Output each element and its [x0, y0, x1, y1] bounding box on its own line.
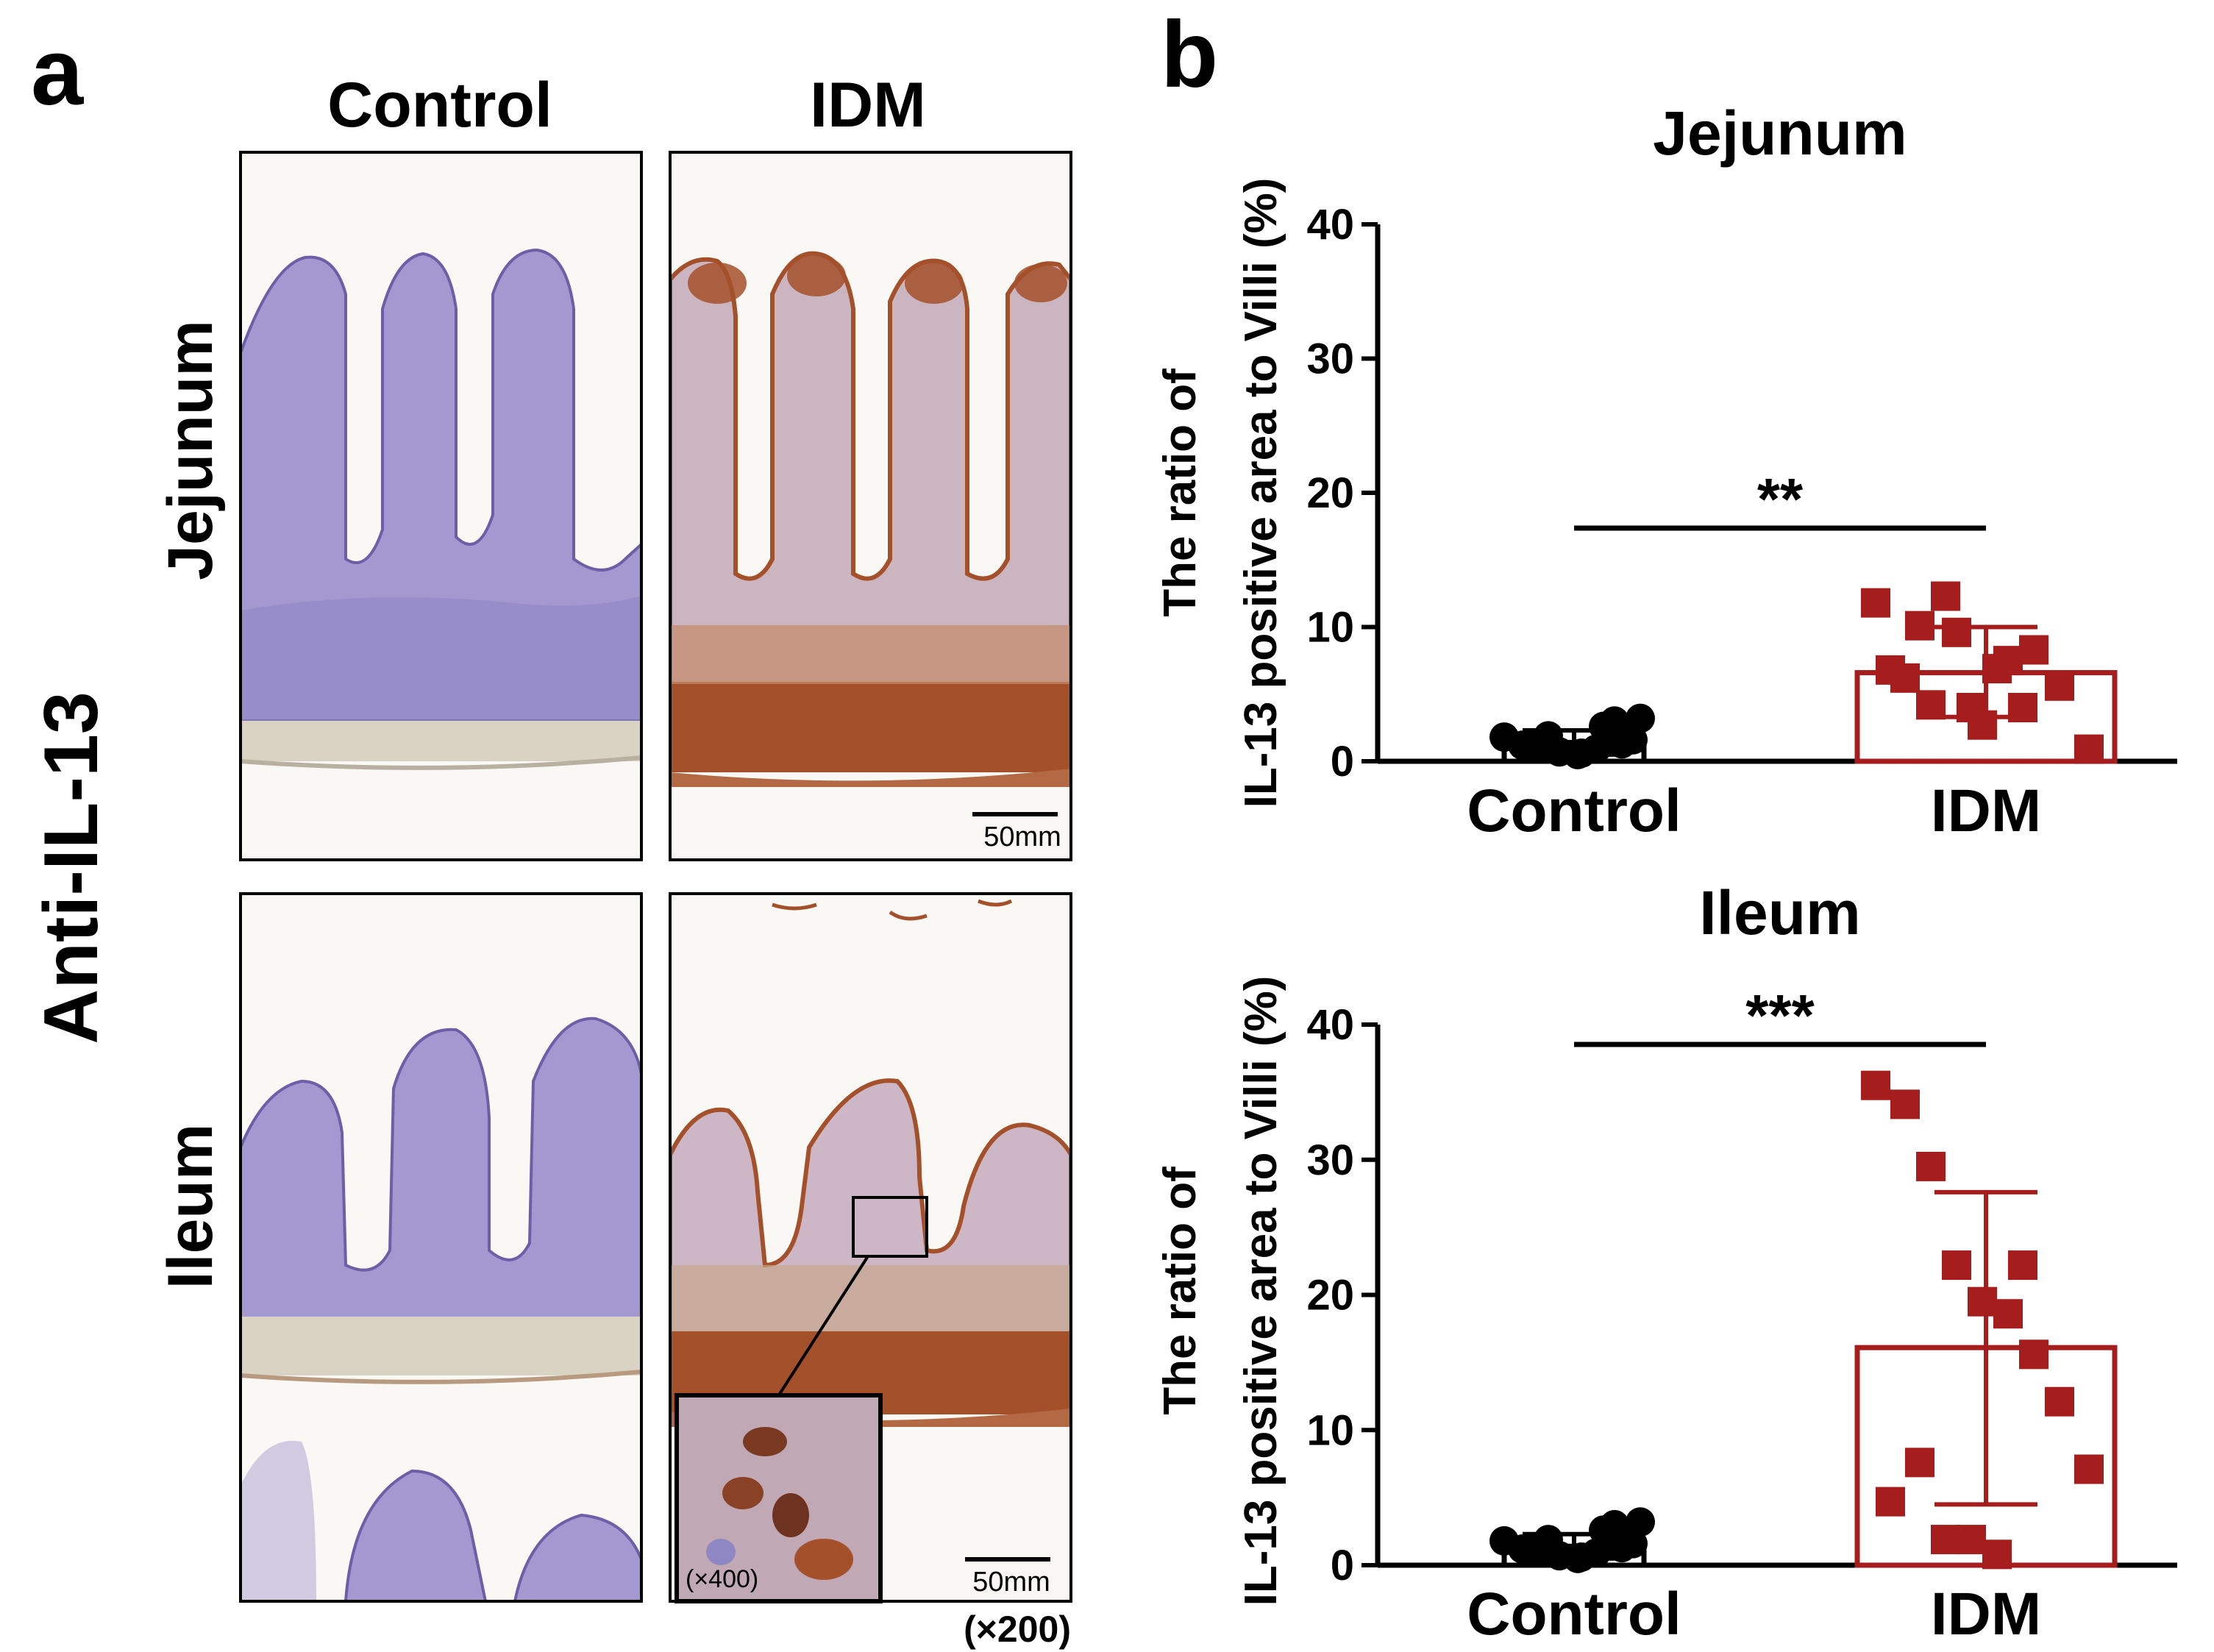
inset-micrograph — [677, 1395, 880, 1601]
col-header-idm: IDM — [810, 70, 926, 140]
data-point — [1890, 1089, 1920, 1119]
data-point — [1993, 1299, 2023, 1329]
data-point — [1876, 655, 1905, 685]
inset-magnification-label: (×400) — [686, 1565, 758, 1593]
data-point — [1942, 1250, 1971, 1281]
data-point — [1876, 1487, 1905, 1517]
data-point — [2074, 734, 2104, 764]
chart-title: Jejunum — [1653, 99, 1907, 168]
data-point — [1968, 1286, 1997, 1317]
y-axis-label: IL-13 positive area to Villi (%) — [1236, 178, 1286, 808]
micrograph-frame-tl — [239, 151, 643, 861]
chart-jejunum: Jejunum The ratio of IL-13 positive area t… — [1155, 99, 2177, 844]
inset-frame — [674, 1393, 883, 1603]
micrograph-frame-bl — [239, 892, 643, 1603]
data-point — [2008, 693, 2037, 722]
x-category-label: Control — [1467, 777, 1681, 844]
x-category-label: IDM — [1931, 1581, 2041, 1648]
y-tick-label: 40 — [1306, 1001, 1354, 1049]
micrograph-idm-jejunum — [670, 152, 1071, 860]
data-point — [1905, 610, 1934, 641]
data-point — [2019, 635, 2049, 665]
data-point — [1607, 1533, 1637, 1563]
y-tick-label: 10 — [1306, 1406, 1354, 1454]
villi-tissue — [241, 1017, 641, 1370]
data-point — [1534, 1525, 1563, 1555]
x-category-label: Control — [1467, 1581, 1681, 1648]
y-axis-label: IL-13 positive area to Villi (%) — [1236, 976, 1286, 1606]
data-point — [1942, 617, 1971, 647]
row-label-jejunum: Jejunum — [155, 320, 226, 580]
y-tick-label: 0 — [1331, 1542, 1354, 1589]
data-point — [2008, 1250, 2037, 1281]
data-point — [1626, 1507, 1655, 1537]
y-tick-label: 40 — [1306, 201, 1354, 249]
inset-pointer-line — [778, 1255, 869, 1395]
x-category-label: IDM — [1931, 777, 2041, 844]
data-point — [1982, 654, 2012, 684]
y-tick-label: 10 — [1306, 604, 1354, 652]
data-point — [1957, 693, 1986, 722]
micrograph-control-jejunum — [241, 152, 641, 860]
panel-b-letter: b — [1161, 2, 1218, 107]
panel-b: b Jejunum The ratio of IL-13 positive area… — [1155, 2, 2177, 1648]
data-point — [2045, 1386, 2074, 1417]
data-point — [1589, 711, 1618, 741]
data-point — [2019, 1339, 2049, 1370]
data-point — [1916, 1151, 1946, 1181]
data-point — [1589, 1515, 1618, 1545]
data-point — [1916, 690, 1946, 720]
data-point — [2045, 671, 2074, 701]
side-label-anti-il13: Anti-IL-13 — [29, 691, 114, 1044]
y-tick-label: 20 — [1306, 469, 1354, 517]
villi-tissue — [670, 251, 1071, 686]
data-point — [1567, 1542, 1596, 1572]
row-label-ileum: Ileum — [155, 1124, 226, 1289]
micrograph-control-ileum — [241, 894, 641, 1601]
inset-source-box — [852, 1196, 928, 1258]
micrograph-frame-tr — [669, 151, 1072, 861]
y-axis-label: The ratio of — [1155, 369, 1206, 617]
panel-a: a Control IDM Anti-IL-13 Jejunum Ileum — [29, 20, 1072, 1650]
chart-title: Ileum — [1699, 878, 1860, 947]
significance-label: ** — [1757, 466, 1804, 532]
data-point — [1607, 729, 1637, 759]
col-header-control: Control — [327, 70, 552, 140]
data-point — [1931, 581, 1960, 611]
scale-bar-label-top: 50mm — [983, 822, 1061, 852]
y-tick-label: 0 — [1331, 738, 1354, 786]
y-tick-label: 20 — [1306, 1272, 1354, 1320]
data-point — [1861, 588, 1890, 618]
data-point — [1861, 1070, 1890, 1100]
y-tick-label: 30 — [1306, 335, 1354, 383]
data-point — [1567, 738, 1596, 769]
magnification-label: (×200) — [964, 1609, 1071, 1650]
data-point — [1982, 1539, 2012, 1570]
significance-label: *** — [1745, 983, 1815, 1048]
y-axis-label: The ratio of — [1155, 1167, 1206, 1415]
data-point — [2074, 1454, 2104, 1484]
chart-ileum: Ileum The ratio of IL-13 positive area to … — [1155, 878, 2177, 1648]
data-point — [1957, 1525, 1986, 1555]
scale-bar-label-bottom: 50mm — [972, 1567, 1050, 1598]
data-point — [1905, 1448, 1934, 1478]
y-tick-label: 30 — [1306, 1136, 1354, 1184]
data-point — [1931, 1525, 1960, 1555]
data-point — [1534, 721, 1563, 751]
panel-a-letter: a — [31, 20, 84, 125]
data-point — [1626, 703, 1655, 733]
